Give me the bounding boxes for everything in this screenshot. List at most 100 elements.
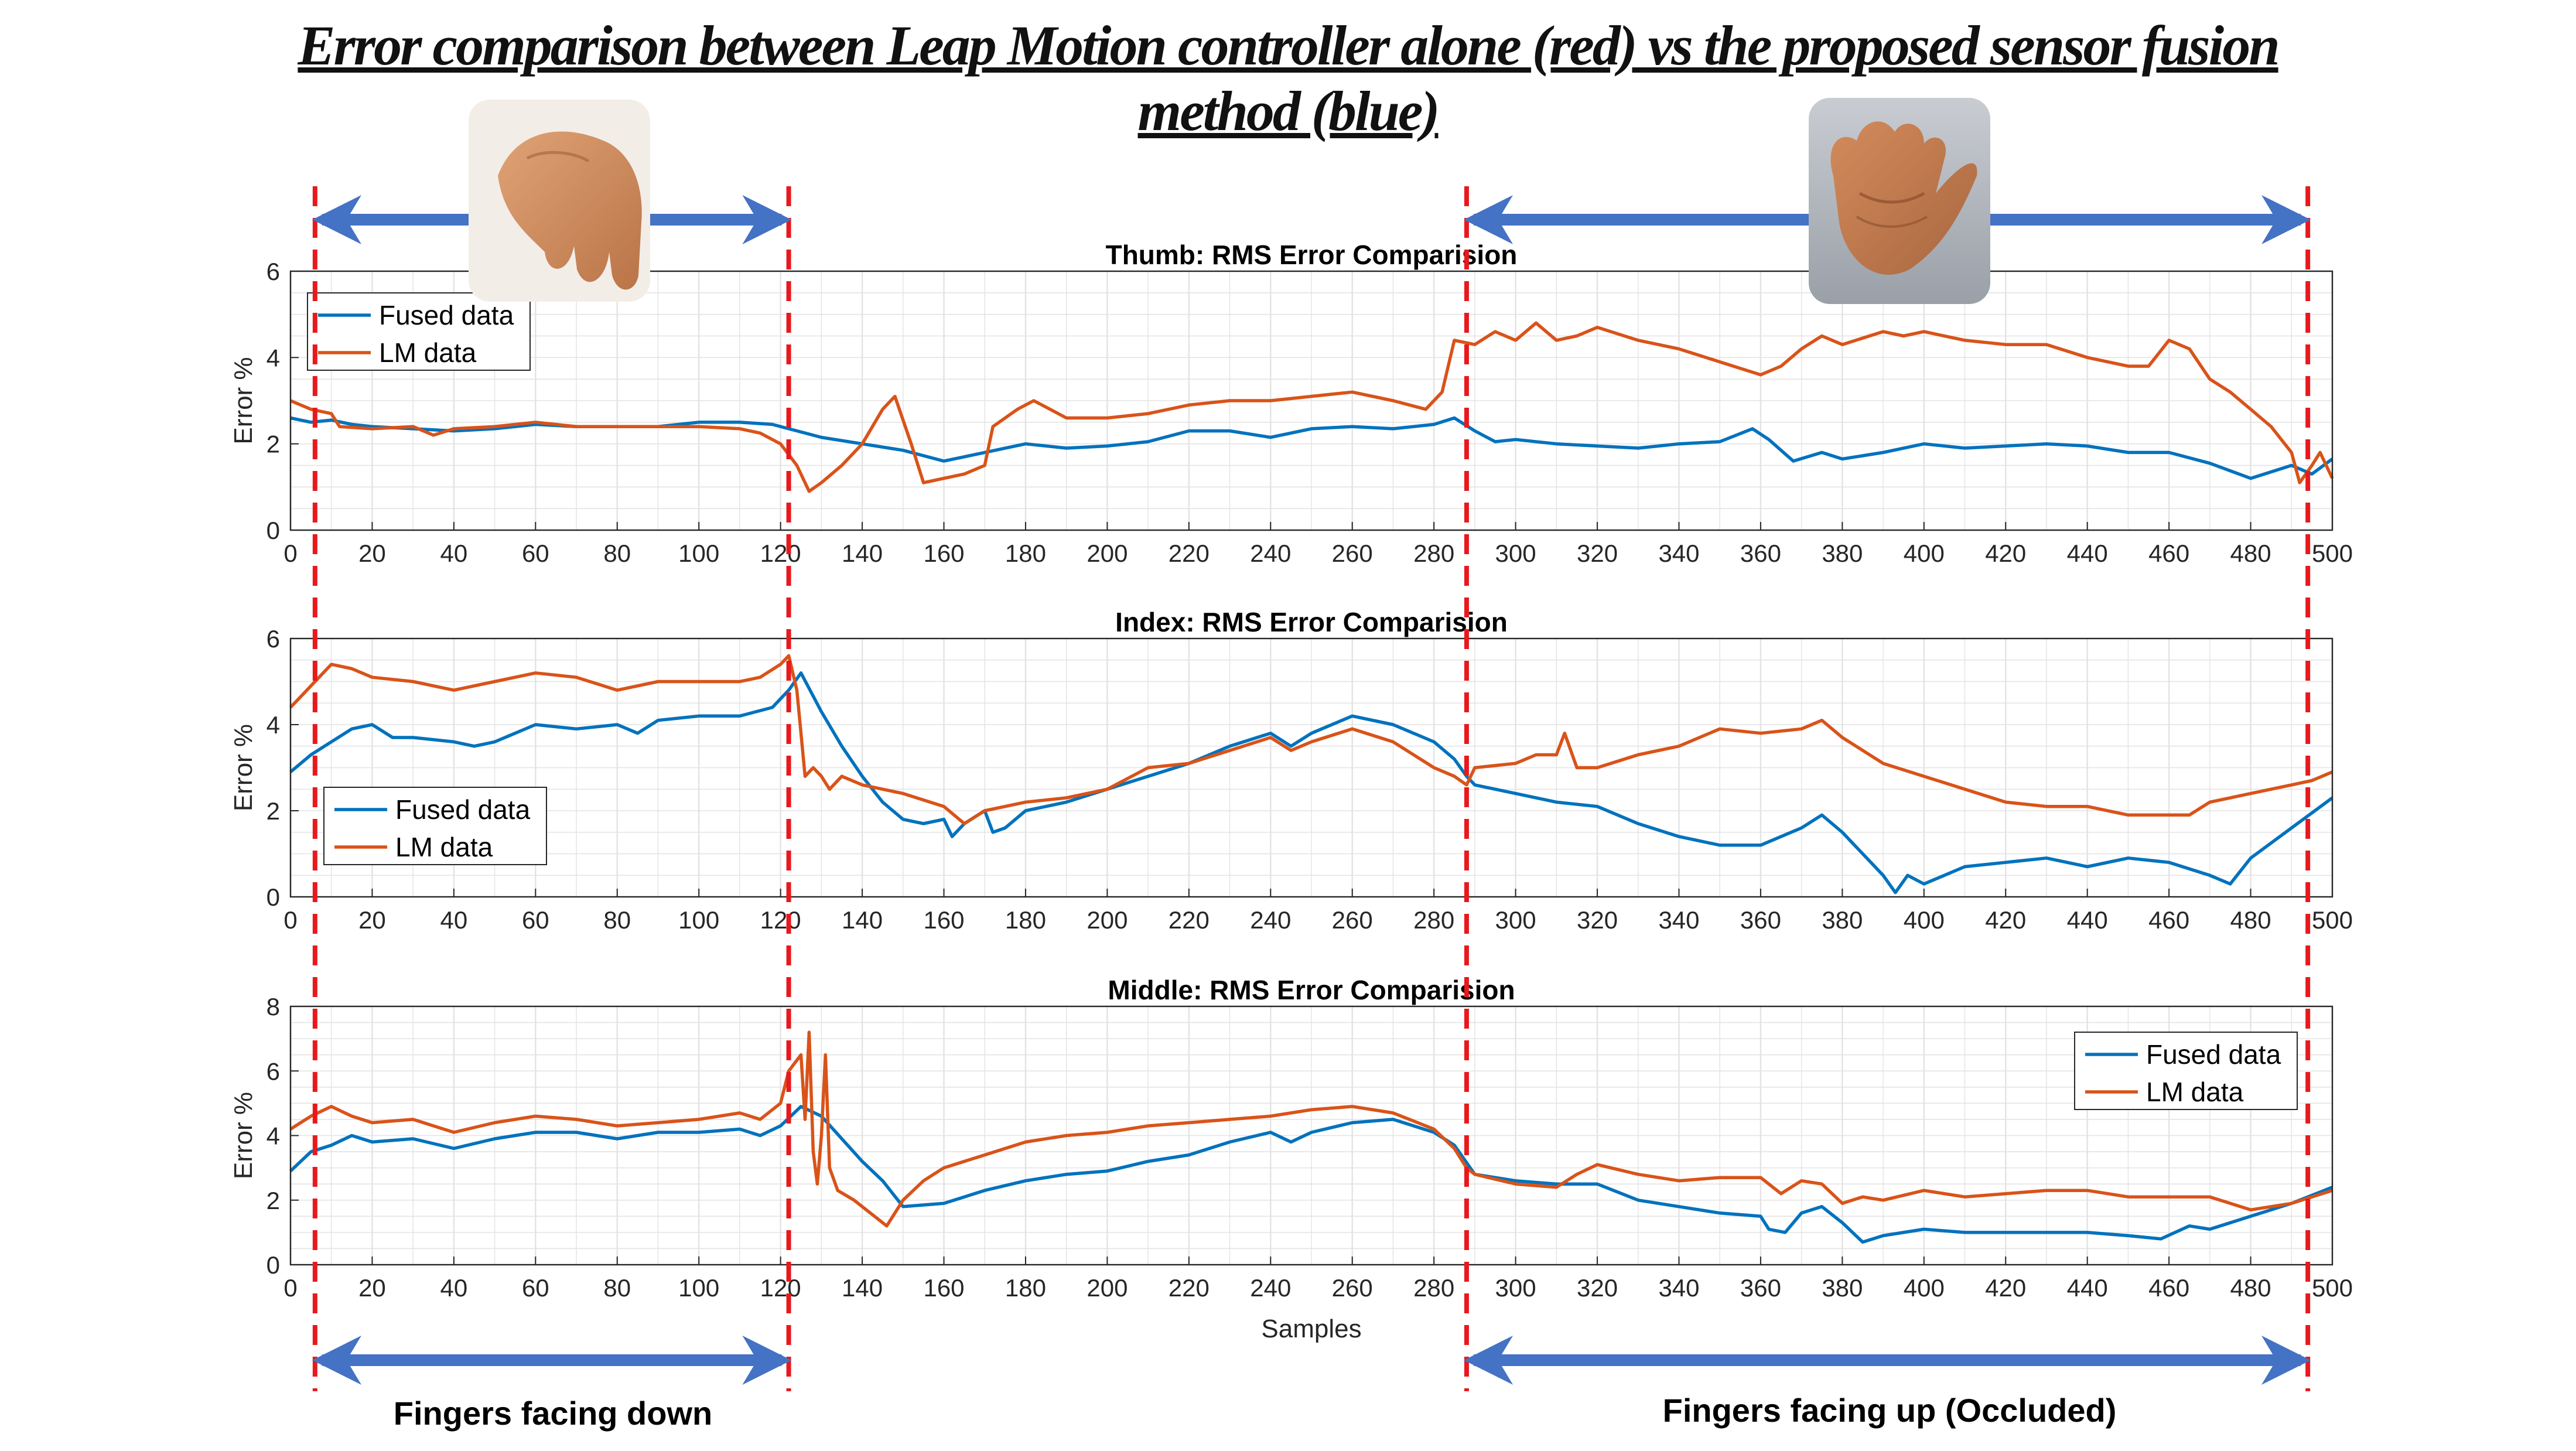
x-tick-label: 60 bbox=[522, 540, 549, 567]
x-tick-label: 140 bbox=[842, 540, 883, 567]
y-tick-label: 0 bbox=[267, 517, 280, 544]
x-tick-label: 80 bbox=[603, 540, 631, 567]
x-tick-label: 180 bbox=[1005, 906, 1046, 934]
legend: Fused data LM data bbox=[2074, 1032, 2298, 1110]
y-tick-label: 2 bbox=[267, 431, 280, 458]
axes-box bbox=[289, 270, 2334, 531]
x-tick-label: 200 bbox=[1087, 906, 1128, 934]
legend: Fused data LM data bbox=[307, 292, 531, 371]
x-tick-label: 480 bbox=[2230, 540, 2271, 567]
caption-fingers-down: Fingers facing down bbox=[394, 1395, 712, 1432]
y-tick-label: 6 bbox=[267, 258, 280, 285]
x-tick-label: 160 bbox=[923, 906, 964, 934]
y-axis-label: Error % bbox=[229, 724, 258, 811]
x-tick-label: 340 bbox=[1658, 540, 1699, 567]
chart-title: Middle: RMS Error Comparision bbox=[1108, 975, 1515, 1005]
x-tick-label: 480 bbox=[2230, 1274, 2271, 1302]
x-tick-label: 500 bbox=[2312, 540, 2353, 567]
x-tick-label: 300 bbox=[1495, 1274, 1536, 1302]
x-tick-label: 20 bbox=[358, 906, 386, 934]
x-tick-label: 40 bbox=[440, 540, 468, 567]
x-tick-label: 200 bbox=[1087, 1274, 1128, 1302]
x-tick-label: 120 bbox=[760, 906, 801, 934]
y-tick-label: 8 bbox=[267, 993, 280, 1020]
y-axis-label: Error % bbox=[229, 1092, 258, 1179]
x-tick-label: 420 bbox=[1985, 1274, 2026, 1302]
y-tick-label: 2 bbox=[267, 1187, 280, 1214]
chart-title: Thumb: RMS Error Comparision bbox=[1106, 240, 1518, 270]
x-tick-label: 280 bbox=[1413, 540, 1454, 567]
x-tick-label: 220 bbox=[1169, 540, 1210, 567]
x-tick-label: 280 bbox=[1413, 906, 1454, 934]
x-tick-label: 0 bbox=[283, 906, 297, 934]
legend-label: LM data bbox=[395, 832, 493, 862]
x-tick-label: 260 bbox=[1332, 540, 1373, 567]
legend-label: Fused data bbox=[395, 794, 531, 825]
legend-label: LM data bbox=[379, 337, 477, 368]
x-tick-label: 440 bbox=[2067, 906, 2108, 934]
x-tick-label: 200 bbox=[1087, 540, 1128, 567]
legend-box bbox=[2074, 1032, 2298, 1110]
x-tick-label: 500 bbox=[2312, 1274, 2353, 1302]
caption-fingers-up: Fingers facing up (Occluded) bbox=[1663, 1392, 2117, 1429]
y-tick-label: 0 bbox=[267, 883, 280, 911]
series-line-fused bbox=[289, 671, 2334, 895]
x-tick-label: 160 bbox=[923, 540, 964, 567]
x-tick-label: 380 bbox=[1822, 540, 1863, 567]
x-tick-label: 320 bbox=[1577, 540, 1618, 567]
legend-label: Fused data bbox=[2146, 1039, 2281, 1070]
x-tick-label: 340 bbox=[1658, 906, 1699, 934]
x-tick-label: 460 bbox=[2148, 906, 2189, 934]
y-tick-label: 0 bbox=[267, 1251, 280, 1279]
chart-2: 0 20 40 60 80 100 120 140 160 180 200 220 240 260 280 3… bbox=[229, 975, 2353, 1343]
x-tick-label: 360 bbox=[1740, 540, 1781, 567]
x-tick-label: 60 bbox=[522, 1274, 549, 1302]
chart-0: 0 20 40 60 80 100 120 140 160 180 200 220 240 260 280 3… bbox=[229, 240, 2353, 567]
x-tick-label: 180 bbox=[1005, 540, 1046, 567]
series-line-fused bbox=[289, 1105, 2334, 1244]
x-tick-label: 400 bbox=[1904, 540, 1945, 567]
x-tick-label: 460 bbox=[2148, 1274, 2189, 1302]
axes-box bbox=[289, 637, 2334, 898]
hand-facing-down-photo bbox=[469, 100, 650, 302]
y-tick-label: 4 bbox=[267, 711, 280, 739]
x-tick-label: 420 bbox=[1985, 906, 2026, 934]
x-tick-label: 80 bbox=[603, 1274, 631, 1302]
x-tick-label: 260 bbox=[1332, 906, 1373, 934]
x-tick-label: 100 bbox=[678, 906, 719, 934]
x-tick-label: 180 bbox=[1005, 1274, 1046, 1302]
x-tick-label: 340 bbox=[1658, 1274, 1699, 1302]
x-tick-label: 240 bbox=[1250, 906, 1291, 934]
x-tick-label: 320 bbox=[1577, 906, 1618, 934]
x-axis-label: Samples bbox=[1261, 1315, 1361, 1343]
x-tick-label: 480 bbox=[2230, 906, 2271, 934]
x-tick-label: 20 bbox=[358, 540, 386, 567]
x-tick-label: 80 bbox=[603, 906, 631, 934]
x-tick-label: 60 bbox=[522, 906, 549, 934]
legend-box bbox=[323, 787, 547, 865]
legend-label: LM data bbox=[2146, 1077, 2244, 1107]
series-line-lm bbox=[289, 321, 2334, 493]
page-title-line1: Error comparison between Leap Motion con… bbox=[298, 14, 2280, 77]
legend-box bbox=[307, 292, 531, 371]
y-tick-label: 4 bbox=[267, 1122, 280, 1150]
hand-facing-up-photo bbox=[1809, 98, 1990, 304]
x-tick-label: 100 bbox=[678, 1274, 719, 1302]
x-tick-label: 100 bbox=[678, 540, 719, 567]
x-tick-label: 40 bbox=[440, 906, 468, 934]
x-tick-label: 140 bbox=[842, 1274, 883, 1302]
x-tick-label: 280 bbox=[1413, 1274, 1454, 1302]
x-tick-label: 440 bbox=[2067, 1274, 2108, 1302]
y-axis-label: Error % bbox=[229, 357, 258, 444]
x-tick-label: 460 bbox=[2148, 540, 2189, 567]
chart-title: Index: RMS Error Comparision bbox=[1115, 607, 1508, 637]
chart-1: 0 20 40 60 80 100 120 140 160 180 200 220 240 260 280 3… bbox=[229, 607, 2353, 934]
legend-label: Fused data bbox=[379, 300, 514, 330]
x-tick-label: 40 bbox=[440, 1274, 468, 1302]
x-tick-label: 380 bbox=[1822, 906, 1863, 934]
page-title: Error comparison between Leap Motion con… bbox=[0, 13, 2576, 144]
y-tick-label: 4 bbox=[267, 344, 280, 371]
y-tick-label: 6 bbox=[267, 625, 280, 653]
x-tick-label: 220 bbox=[1169, 1274, 1210, 1302]
